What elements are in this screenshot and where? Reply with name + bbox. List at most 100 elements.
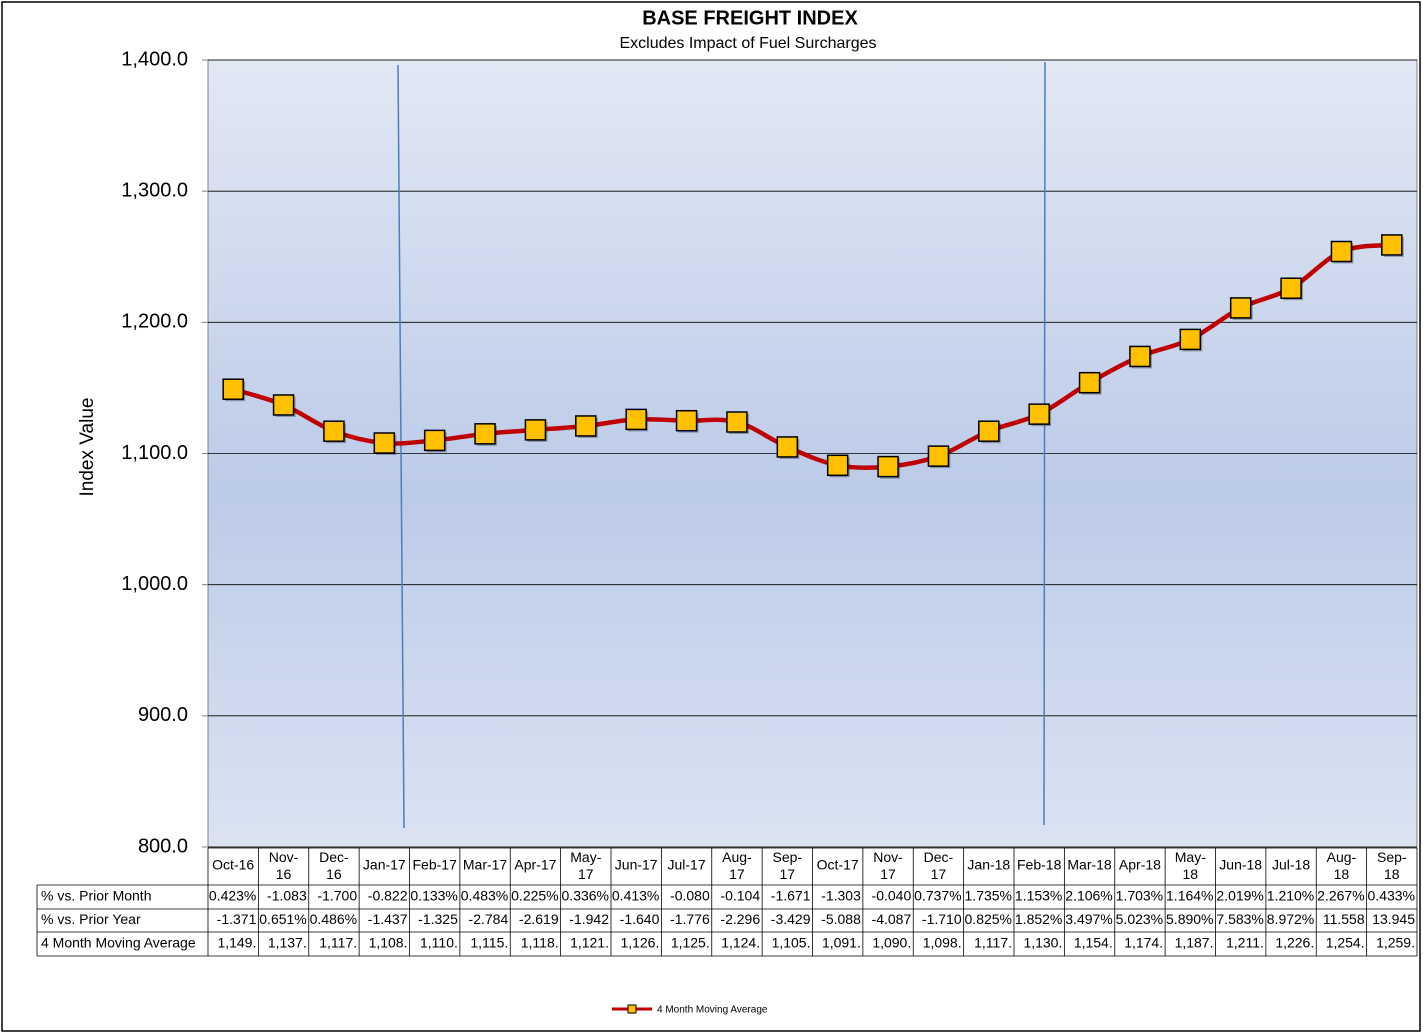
table-cell: 1,121. [570,935,609,951]
x-tick-label: Nov-17 [873,849,903,882]
data-marker [474,423,496,445]
table-cell: 7.583% [1216,911,1263,927]
table-cell: 5.023% [1116,911,1163,927]
table-cell: 0.413% [612,888,659,904]
table-cell: -0.080 [670,888,710,904]
x-tick-label: Feb-18 [1017,857,1062,873]
legend-marker [627,1004,637,1014]
data-marker [575,415,597,437]
x-tick-label: Jan-17 [363,857,406,873]
data-marker [1129,345,1151,368]
table-cell: 1.735% [965,888,1012,904]
marker-line [1043,61,1046,826]
table-cell: -1.710 [922,911,962,927]
table-cell: -1.942 [569,911,609,927]
table-cell: 0.737% [914,888,961,904]
marker-line [397,64,405,829]
y-tick-label: 1,100.0 [121,442,188,464]
y-tick-label: 1,200.0 [121,311,188,333]
table-cell: 0.423% [209,888,256,904]
table-cell: -2.619 [519,911,559,927]
table-cell: 1,149. [217,935,256,951]
row-label: % vs. Prior Year [41,911,141,927]
table-cell: -0.104 [720,888,760,904]
table-cell: 0.336% [562,888,609,904]
data-marker [1028,403,1050,425]
x-tick-label: Sep-18 [1377,849,1407,882]
table-cell: 0.433% [1368,888,1415,904]
y-tick-label: 1,000.0 [121,573,188,595]
table-cell: 0.486% [310,911,357,927]
x-tick-label: Oct-16 [212,857,254,873]
data-marker [726,411,748,433]
table-cell: 1,174. [1124,935,1163,951]
table-cell: 0.225% [511,888,558,904]
x-tick-label: Jul-17 [667,857,705,873]
table-cell: 1,226. [1275,935,1314,951]
x-tick-label: Feb-17 [413,857,458,873]
table-cell: 1,126. [620,935,659,951]
table-cell: -1.303 [821,888,861,904]
table-cell: -2.296 [720,911,760,927]
data-marker [272,394,295,416]
y-tick-label: 800.0 [138,835,188,857]
table-cell: 11.558 [1323,911,1365,927]
data-marker [927,445,950,467]
x-tick-label: Aug-18 [1327,849,1357,882]
table-cell: -1.700 [317,888,357,904]
table-cell: 8.972% [1267,911,1314,927]
y-tick-label: 1,300.0 [121,179,188,201]
data-marker [524,419,547,441]
table-cell: 0.133% [410,888,457,904]
data-marker [1078,371,1101,394]
data-marker [1330,240,1353,263]
table-cell: 2.019% [1216,888,1263,904]
table-cell: 1,254. [1326,935,1365,951]
table-cell: -1.671 [771,888,811,904]
table-cell: -1.640 [620,911,660,927]
table-cell: -5.088 [821,911,861,927]
x-tick-label: Mar-18 [1067,857,1112,873]
table-cell: 0.825% [965,911,1012,927]
data-marker [1381,234,1403,256]
table-cell: -2.784 [469,911,509,927]
table-cell: 1,154. [1074,935,1113,951]
x-tick-label: Apr-17 [514,857,556,873]
y-tick-label: 900.0 [138,704,188,726]
x-tick-label: Jan-18 [967,857,1010,873]
legend-label: 4 Month Moving Average [657,1005,768,1016]
x-tick-label: May-18 [1175,849,1206,882]
x-tick-label: Oct-17 [817,857,859,873]
x-tick-label: Jul-18 [1272,857,1310,873]
x-tick-label: Jun-18 [1219,857,1262,873]
chart-subtitle: Excludes Impact of Fuel Surcharges [619,35,876,52]
x-tick-label: Sep-17 [773,849,803,882]
y-tick-label: 1,400.0 [121,48,188,70]
data-marker [323,420,345,442]
data-marker [978,420,1000,442]
legend: 4 Month Moving Average [612,1004,768,1016]
grid: 800.0 900.0 1,000.0 1,100.0 1,200.0 1,300.0 1,… [121,48,1417,857]
table-cell: 1,115. [470,935,508,951]
x-tick-label: Aug-17 [722,849,752,882]
data-marker [776,436,799,458]
table-cell: 1.852% [1015,911,1062,927]
table-cell: -4.087 [872,911,912,927]
data-marker [222,378,244,400]
table-cell: 1,137. [268,935,307,951]
x-tick-label: Dec-17 [924,849,954,882]
x-tick-label: May-17 [570,849,601,882]
table-cell: -3.429 [771,911,811,927]
table-cell: 1,105. [772,935,811,951]
table-cell: -1.371 [217,911,257,927]
x-tick-label: Dec-16 [319,849,349,882]
table-cell: 1,211. [1226,935,1264,951]
x-tick-label: Nov-16 [269,849,299,882]
table-cell: -1.776 [670,911,710,927]
table-cell: 5.890% [1166,911,1213,927]
table-cell: -0.040 [872,888,912,904]
data-marker [625,408,647,431]
table-cell: 1,117. [974,935,1012,951]
